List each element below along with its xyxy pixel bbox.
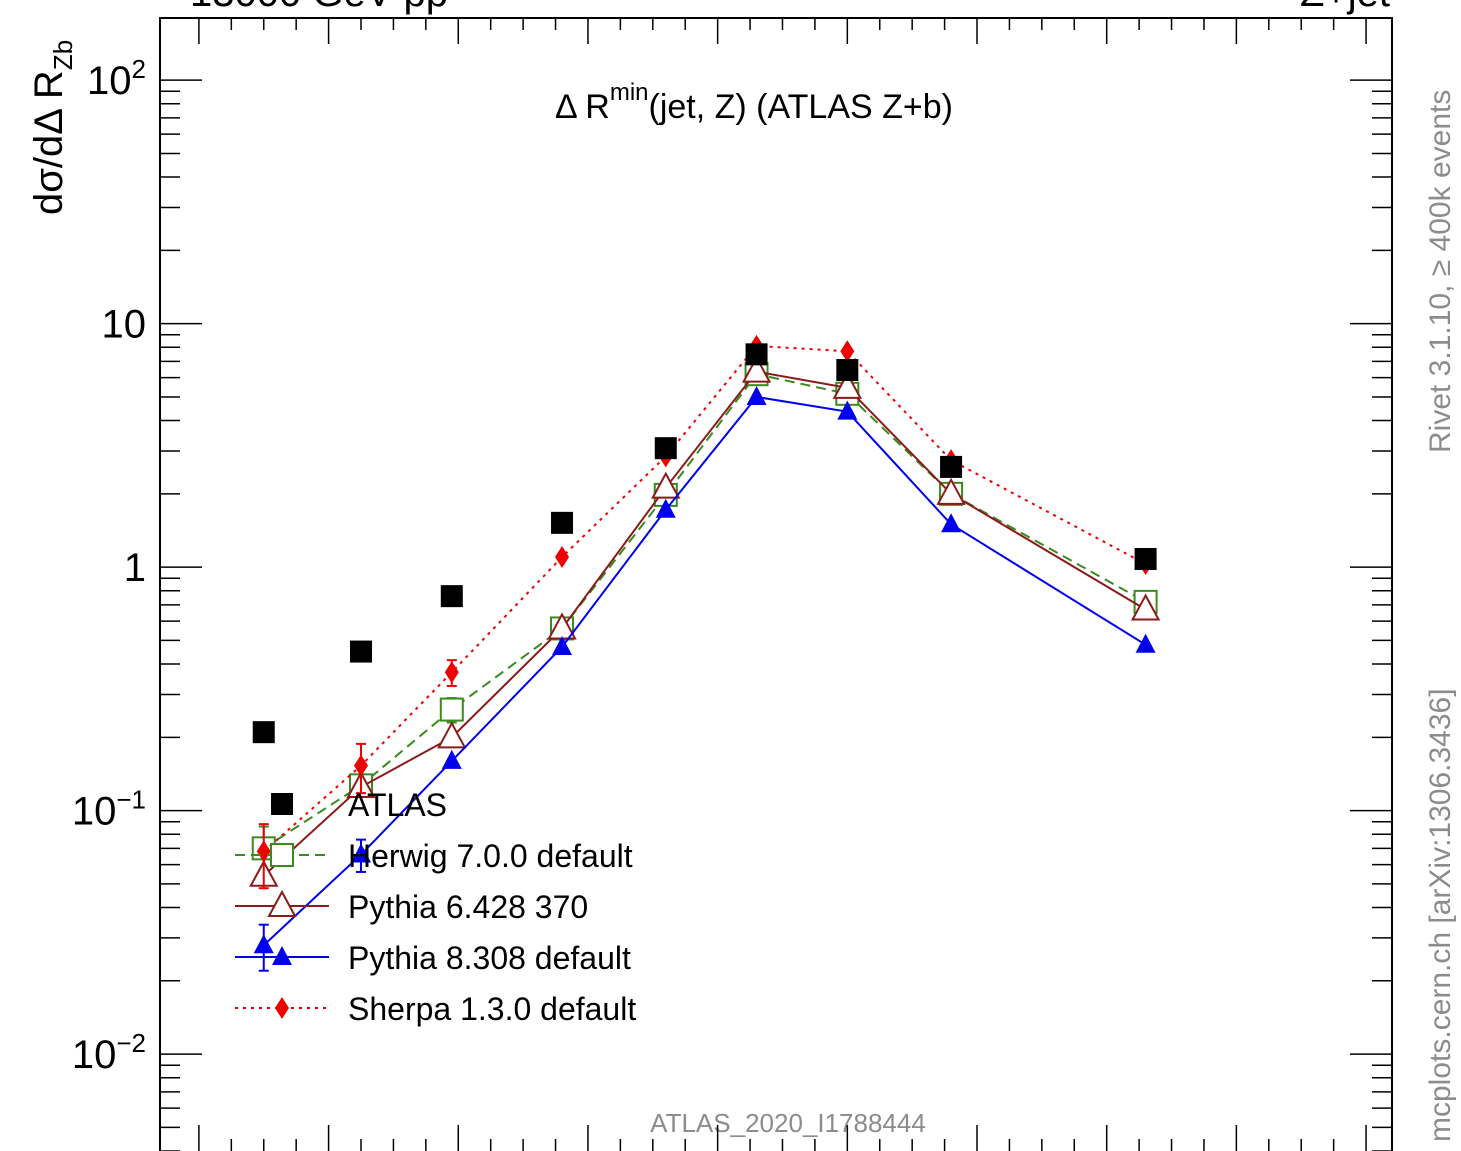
data-point xyxy=(439,697,464,722)
data-point xyxy=(351,843,372,863)
y-axis-label-main: dσ/dΔ R xyxy=(27,70,71,215)
data-point xyxy=(437,721,467,749)
data-point xyxy=(440,585,463,608)
data-point xyxy=(253,934,274,954)
y-tick-label-base: 10 xyxy=(72,790,117,834)
legend-item: ATLAS xyxy=(271,787,447,823)
y-tick-label: 10−1 xyxy=(72,785,146,834)
legend-label: Pythia 6.428 370 xyxy=(348,889,588,925)
series-line xyxy=(263,373,1147,850)
legend-item: Pythia 6.428 370 xyxy=(235,889,588,925)
data-point xyxy=(836,359,859,382)
y-axis-label: dσ/dΔ RZb xyxy=(27,40,78,215)
data-point xyxy=(552,635,573,655)
data-point xyxy=(1134,547,1157,570)
data-point xyxy=(256,840,271,863)
y-tick-label-exp: −1 xyxy=(116,785,146,815)
data-point xyxy=(746,385,767,405)
y-tick-label-base: 10 xyxy=(72,1033,117,1077)
legend-label: Sherpa 1.3.0 default xyxy=(348,991,636,1027)
legend-item: Herwig 7.0.0 default xyxy=(235,838,633,874)
data-point xyxy=(555,546,570,569)
data-point xyxy=(832,371,863,399)
series-pythia-8-308-default xyxy=(253,385,1156,972)
data-point xyxy=(741,355,772,383)
data-point xyxy=(1135,633,1156,653)
data-point xyxy=(651,471,681,499)
header-right-text: Z+jet xyxy=(1300,0,1390,15)
chart-title-sup: min xyxy=(610,79,649,106)
header-left-text: 13000 GeV pp xyxy=(190,0,448,15)
y-axis-label-sub: Zb xyxy=(48,40,78,70)
data-point xyxy=(840,340,855,363)
data-point xyxy=(551,511,574,534)
chart-title-main: Δ R xyxy=(555,88,610,126)
legend-label: ATLAS xyxy=(348,787,447,823)
legend-marker xyxy=(267,889,297,917)
data-point xyxy=(940,455,963,478)
data-point xyxy=(655,498,676,518)
legend-label: Herwig 7.0.0 default xyxy=(348,838,633,874)
y-tick-label-exp: 2 xyxy=(132,54,146,84)
series-layer xyxy=(249,334,1161,972)
legend-marker xyxy=(275,997,289,1019)
mcplots-text: mcplots.cern.ch [arXiv:1306.3436] xyxy=(1424,688,1457,1142)
legend-label: Pythia 8.308 default xyxy=(348,940,631,976)
data-point xyxy=(1130,593,1161,621)
legend-item: Pythia 8.308 default xyxy=(235,940,631,976)
analysis-id: ATLAS_2020_I1788444 xyxy=(650,1108,926,1138)
legend-marker xyxy=(272,946,292,965)
y-tick-label-base: 10 xyxy=(87,59,132,103)
y-tick-label-exp: −2 xyxy=(116,1028,146,1058)
data-point xyxy=(654,437,677,460)
y-tick-label: 102 xyxy=(87,54,146,103)
data-point xyxy=(941,513,962,533)
y-tick-label: 1 xyxy=(124,546,146,590)
y-tick-label-base: 10 xyxy=(102,303,147,347)
plot-frame xyxy=(159,17,1393,1151)
data-point xyxy=(745,343,768,366)
rivet-version-text: Rivet 3.1.10, ≥ 400k events xyxy=(1424,90,1457,453)
y-tick-label-base: 1 xyxy=(124,546,146,590)
data-point xyxy=(444,661,459,684)
series-atlas xyxy=(252,343,1157,744)
data-point xyxy=(354,754,369,777)
chart-title: Δ Rmin(jet, Z) (ATLAS Z+b) xyxy=(555,79,953,126)
data-point xyxy=(441,749,462,769)
chart-title-rest: (jet, Z) (ATLAS Z+b) xyxy=(649,88,953,126)
data-point xyxy=(936,477,966,505)
series-line xyxy=(263,344,1147,853)
data-point xyxy=(350,640,373,663)
y-tick-label: 10 xyxy=(102,303,147,347)
data-point xyxy=(837,400,858,420)
legend-marker xyxy=(270,843,294,867)
legend: ATLAS Herwig 7.0.0 default Pythia 6.428 37… xyxy=(235,787,636,1027)
legend-marker xyxy=(271,793,293,815)
data-point xyxy=(252,721,275,744)
legend-item: Sherpa 1.3.0 default xyxy=(235,991,636,1027)
y-tick-label: 10−2 xyxy=(72,1028,146,1077)
